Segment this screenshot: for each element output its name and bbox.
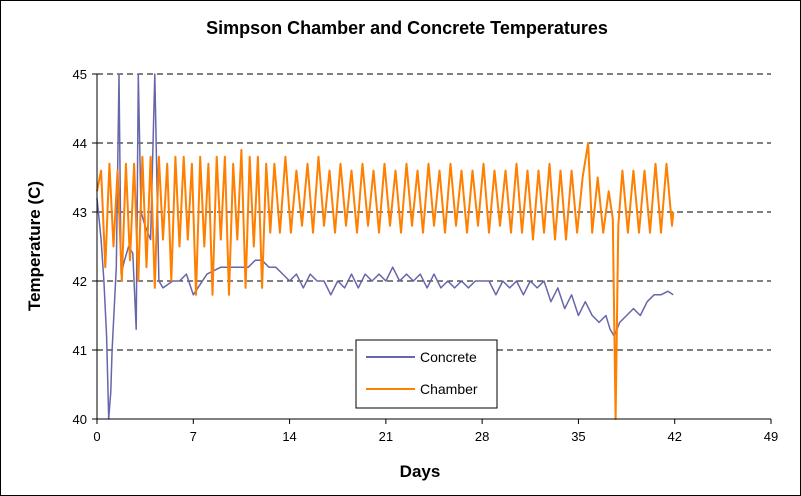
chart-title: Simpson Chamber and Concrete Temperature…	[206, 18, 608, 38]
legend-box	[355, 339, 498, 409]
x-tick-label-7: 7	[190, 429, 197, 444]
series-line-chamber	[96, 142, 675, 420]
y-tick-label-44: 44	[73, 136, 87, 151]
y-tick-label-41: 41	[73, 343, 87, 358]
x-axis-label: Days	[400, 462, 441, 481]
y-tick-label-42: 42	[73, 274, 87, 289]
legend-label-chamber: Chamber	[420, 381, 478, 397]
y-tick-label-43: 43	[73, 205, 87, 220]
x-tick-label-42: 42	[667, 429, 681, 444]
x-tick-label-14: 14	[282, 429, 296, 444]
series-layer	[96, 73, 675, 420]
legend: Concrete Chamber	[355, 339, 498, 409]
y-tick-label-45: 45	[73, 67, 87, 82]
series-line-concrete	[96, 73, 674, 420]
y-axis-label: Temperature (C)	[25, 181, 44, 311]
y-tick-label-40: 40	[73, 412, 87, 427]
axes	[96, 74, 771, 420]
x-tick-label-0: 0	[93, 429, 100, 444]
legend-label-concrete: Concrete	[420, 349, 477, 365]
x-tick-label-35: 35	[571, 429, 585, 444]
x-tick-label-21: 21	[379, 429, 393, 444]
tick-labels: 0 7 14 21 28 35 42 49 40 41 42 43 44 45	[73, 67, 779, 444]
x-tick-label-49: 49	[764, 429, 778, 444]
x-tick-label-28: 28	[475, 429, 489, 444]
